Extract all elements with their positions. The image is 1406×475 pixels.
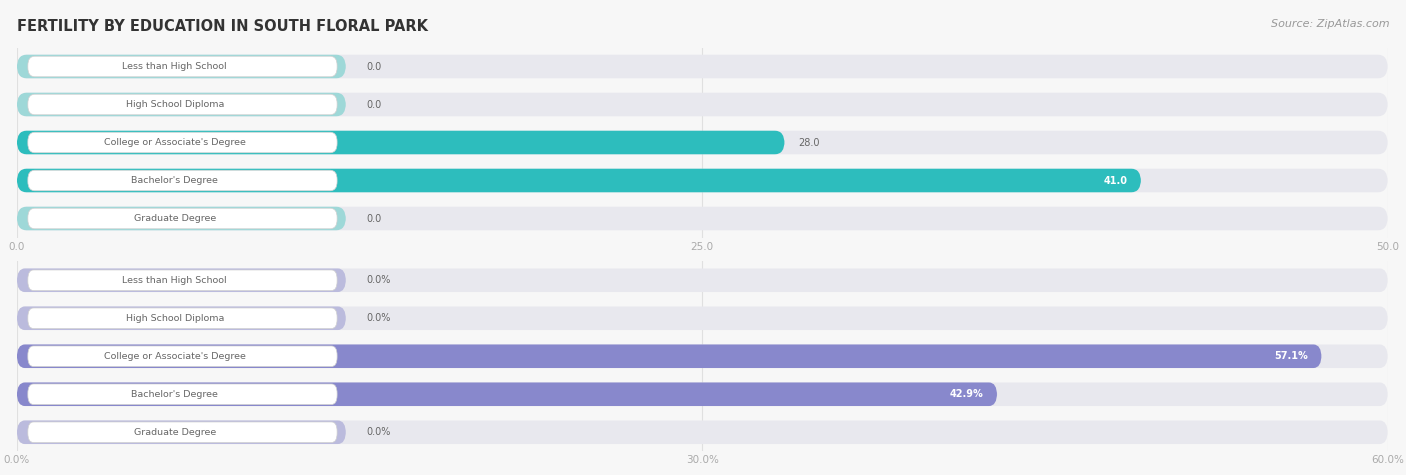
FancyBboxPatch shape <box>17 207 1388 230</box>
FancyBboxPatch shape <box>17 306 1388 330</box>
Text: Graduate Degree: Graduate Degree <box>134 214 217 223</box>
FancyBboxPatch shape <box>17 93 1388 116</box>
FancyBboxPatch shape <box>28 208 337 229</box>
FancyBboxPatch shape <box>17 207 346 230</box>
Text: 0.0: 0.0 <box>367 213 381 224</box>
Text: 0.0: 0.0 <box>367 61 381 72</box>
Text: College or Associate's Degree: College or Associate's Degree <box>104 352 246 361</box>
FancyBboxPatch shape <box>17 268 1388 292</box>
FancyBboxPatch shape <box>28 132 337 153</box>
FancyBboxPatch shape <box>17 131 1388 154</box>
FancyBboxPatch shape <box>17 344 1322 368</box>
Text: 0.0%: 0.0% <box>367 427 391 437</box>
Text: High School Diploma: High School Diploma <box>125 314 224 323</box>
Text: 57.1%: 57.1% <box>1274 351 1308 361</box>
Text: FERTILITY BY EDUCATION IN SOUTH FLORAL PARK: FERTILITY BY EDUCATION IN SOUTH FLORAL P… <box>17 19 427 34</box>
FancyBboxPatch shape <box>28 270 337 291</box>
Text: 28.0: 28.0 <box>799 137 820 148</box>
FancyBboxPatch shape <box>28 422 337 443</box>
FancyBboxPatch shape <box>17 382 1388 406</box>
FancyBboxPatch shape <box>17 420 1388 444</box>
FancyBboxPatch shape <box>17 268 346 292</box>
FancyBboxPatch shape <box>17 382 997 406</box>
Text: 0.0: 0.0 <box>367 99 381 110</box>
FancyBboxPatch shape <box>17 55 1388 78</box>
Text: Bachelor's Degree: Bachelor's Degree <box>131 390 218 399</box>
FancyBboxPatch shape <box>17 306 346 330</box>
Text: Source: ZipAtlas.com: Source: ZipAtlas.com <box>1271 19 1389 29</box>
FancyBboxPatch shape <box>28 94 337 115</box>
FancyBboxPatch shape <box>28 384 337 405</box>
Text: College or Associate's Degree: College or Associate's Degree <box>104 138 246 147</box>
FancyBboxPatch shape <box>17 344 1388 368</box>
FancyBboxPatch shape <box>17 169 1142 192</box>
FancyBboxPatch shape <box>17 55 346 78</box>
FancyBboxPatch shape <box>28 56 337 77</box>
Text: Graduate Degree: Graduate Degree <box>134 428 217 437</box>
Text: Bachelor's Degree: Bachelor's Degree <box>131 176 218 185</box>
Text: 0.0%: 0.0% <box>367 313 391 323</box>
FancyBboxPatch shape <box>28 346 337 367</box>
Text: High School Diploma: High School Diploma <box>125 100 224 109</box>
Text: 42.9%: 42.9% <box>949 389 983 399</box>
FancyBboxPatch shape <box>17 131 785 154</box>
Text: Less than High School: Less than High School <box>122 276 228 285</box>
Text: 0.0%: 0.0% <box>367 275 391 285</box>
FancyBboxPatch shape <box>17 420 346 444</box>
Text: 41.0: 41.0 <box>1104 175 1128 186</box>
FancyBboxPatch shape <box>17 93 346 116</box>
Text: Less than High School: Less than High School <box>122 62 228 71</box>
FancyBboxPatch shape <box>28 170 337 191</box>
FancyBboxPatch shape <box>28 308 337 329</box>
FancyBboxPatch shape <box>17 169 1388 192</box>
